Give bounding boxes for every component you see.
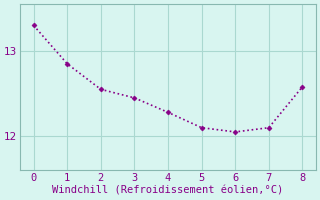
X-axis label: Windchill (Refroidissement éolien,°C): Windchill (Refroidissement éolien,°C) [52,186,284,196]
